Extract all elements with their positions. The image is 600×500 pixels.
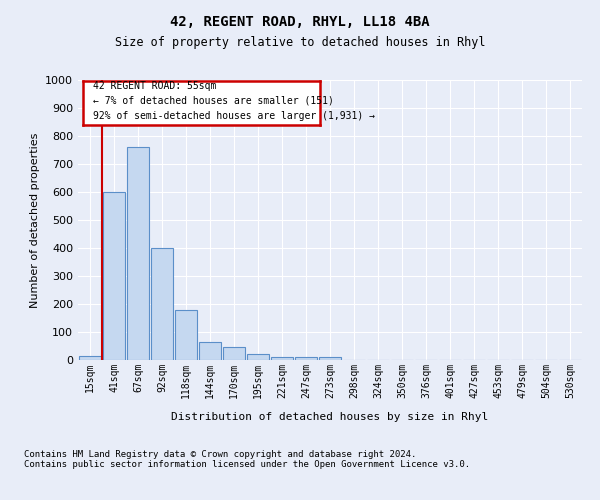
Bar: [223, 348, 245, 360]
Text: Distribution of detached houses by size in Rhyl: Distribution of detached houses by size …: [172, 412, 488, 422]
Bar: [175, 310, 197, 360]
Bar: [247, 354, 269, 360]
Bar: [295, 357, 317, 360]
Bar: [127, 147, 149, 360]
Bar: [271, 357, 293, 360]
Text: Size of property relative to detached houses in Rhyl: Size of property relative to detached ho…: [115, 36, 485, 49]
Bar: [103, 192, 125, 360]
Bar: [79, 356, 101, 360]
Bar: [199, 342, 221, 360]
Text: 42, REGENT ROAD, RHYL, LL18 4BA: 42, REGENT ROAD, RHYL, LL18 4BA: [170, 15, 430, 29]
Text: Contains HM Land Registry data © Crown copyright and database right 2024.
Contai: Contains HM Land Registry data © Crown c…: [24, 450, 470, 469]
Bar: [151, 248, 173, 360]
Bar: [319, 357, 341, 360]
Y-axis label: Number of detached properties: Number of detached properties: [29, 132, 40, 308]
